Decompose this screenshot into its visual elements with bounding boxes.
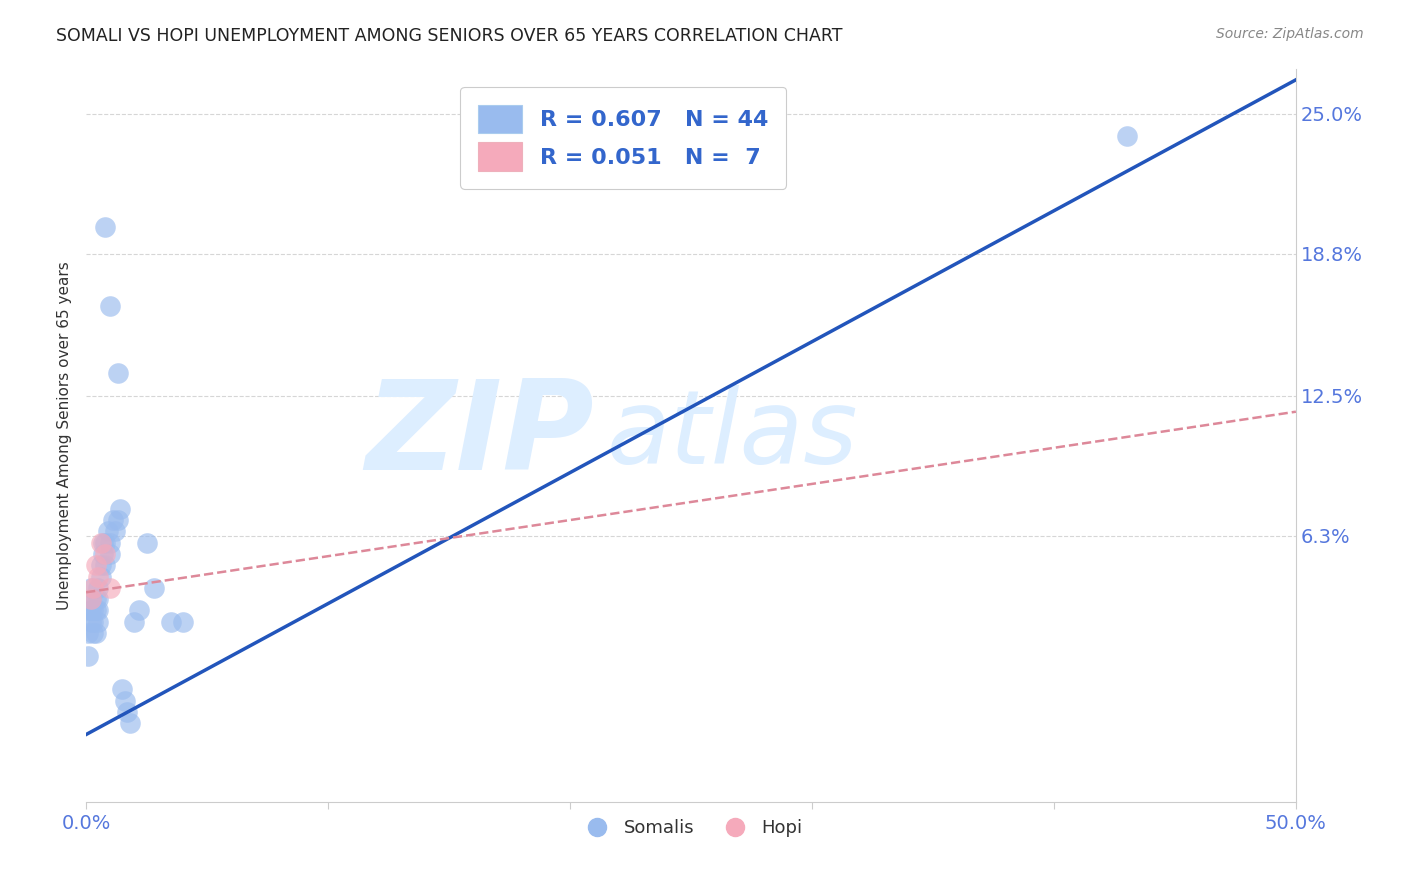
- Point: [94, 558, 117, 573]
- Point: [172, 615, 194, 629]
- Point: [77, 648, 100, 663]
- Text: atlas: atlas: [606, 385, 858, 485]
- Point: [91, 535, 114, 549]
- Point: [108, 501, 131, 516]
- Point: [90, 558, 112, 573]
- Point: [80, 615, 103, 629]
- Point: [82, 626, 104, 640]
- Point: [98, 581, 121, 595]
- Point: [98, 547, 121, 561]
- Point: [98, 535, 121, 549]
- Point: [98, 299, 121, 313]
- Point: [118, 716, 141, 731]
- Point: [80, 592, 103, 607]
- Point: [84, 626, 107, 640]
- Point: [97, 524, 120, 539]
- Point: [94, 547, 117, 561]
- Point: [82, 603, 104, 617]
- Point: [87, 592, 110, 607]
- Point: [107, 367, 129, 381]
- Point: [159, 615, 181, 629]
- Point: [77, 626, 100, 640]
- Point: [87, 569, 110, 583]
- Y-axis label: Unemployment Among Seniors over 65 years: Unemployment Among Seniors over 65 years: [58, 261, 72, 610]
- Point: [142, 581, 165, 595]
- Point: [94, 219, 117, 234]
- Point: [1115, 129, 1137, 144]
- Text: ZIP: ZIP: [366, 375, 595, 496]
- Point: [124, 615, 146, 629]
- Point: [101, 513, 124, 527]
- Point: [94, 535, 117, 549]
- Point: [80, 592, 103, 607]
- Legend: Somalis, Hopi: Somalis, Hopi: [572, 812, 810, 845]
- Point: [80, 603, 103, 617]
- Point: [82, 615, 104, 629]
- Point: [87, 603, 110, 617]
- Point: [107, 513, 129, 527]
- Point: [84, 603, 107, 617]
- Point: [115, 705, 138, 719]
- Text: SOMALI VS HOPI UNEMPLOYMENT AMONG SENIORS OVER 65 YEARS CORRELATION CHART: SOMALI VS HOPI UNEMPLOYMENT AMONG SENIOR…: [56, 27, 842, 45]
- Point: [84, 592, 107, 607]
- Point: [90, 535, 112, 549]
- Point: [90, 569, 112, 583]
- Point: [87, 615, 110, 629]
- Point: [128, 603, 150, 617]
- Point: [80, 581, 103, 595]
- Point: [82, 581, 104, 595]
- Point: [135, 535, 157, 549]
- Point: [77, 603, 100, 617]
- Point: [91, 547, 114, 561]
- Point: [84, 558, 107, 573]
- Point: [87, 581, 110, 595]
- Text: Source: ZipAtlas.com: Source: ZipAtlas.com: [1216, 27, 1364, 41]
- Point: [104, 524, 127, 539]
- Point: [114, 694, 136, 708]
- Point: [111, 682, 134, 697]
